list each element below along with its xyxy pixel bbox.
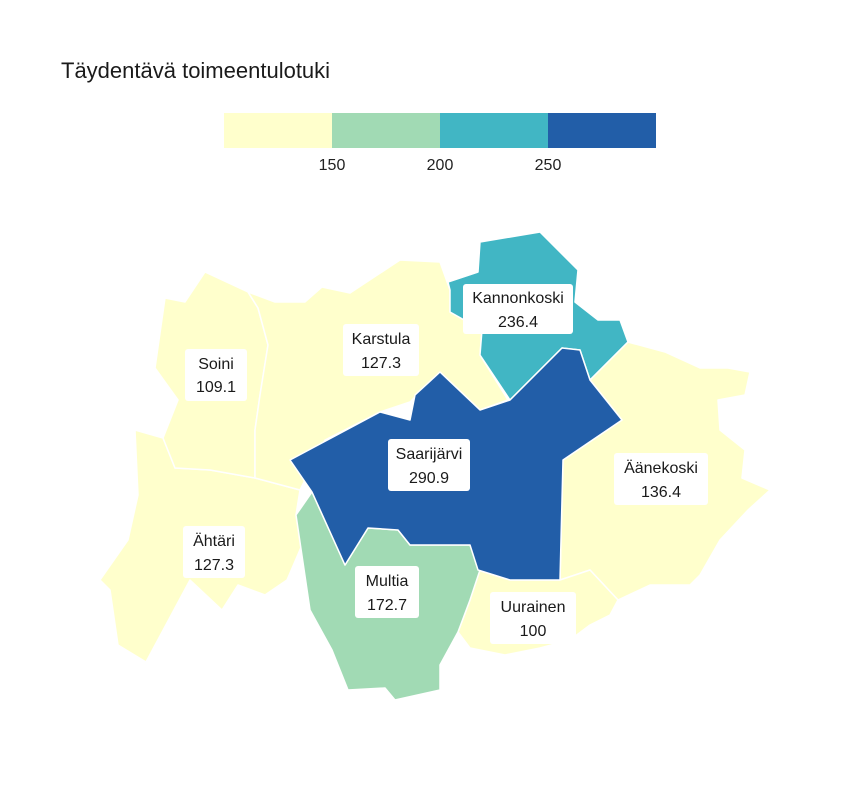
label-kannonkoski-value: 236.4 — [498, 314, 538, 331]
label-karstula: Karstula 127.3 — [343, 324, 419, 376]
label-kannonkoski: Kannonkoski 236.4 — [463, 284, 573, 334]
label-aanekoski-value: 136.4 — [641, 484, 681, 501]
label-karstula-value: 127.3 — [361, 355, 401, 372]
legend-bin-3 — [440, 113, 548, 148]
color-legend: 150 200 250 — [224, 113, 656, 174]
label-multia-value: 172.7 — [367, 597, 407, 614]
label-saarijarvi: Saarijärvi 290.9 — [388, 439, 470, 491]
label-uurainen-name: Uurainen — [501, 599, 566, 616]
legend-tick-150: 150 — [318, 157, 346, 174]
label-multia-name: Multia — [366, 573, 409, 590]
label-soini: Soini 109.1 — [185, 349, 247, 401]
label-soini-name: Soini — [198, 356, 234, 373]
legend-bin-2 — [332, 113, 440, 148]
label-karstula-name: Karstula — [352, 331, 411, 348]
legend-tick-200: 200 — [426, 157, 454, 174]
label-saarijarvi-value: 290.9 — [409, 470, 449, 487]
label-uurainen: Uurainen 100 — [490, 592, 576, 644]
label-saarijarvi-name: Saarijärvi — [396, 446, 463, 463]
label-multia: Multia 172.7 — [355, 566, 419, 618]
label-aanekoski: Äänekoski 136.4 — [614, 453, 708, 505]
label-ahtari: Ähtäri 127.3 — [183, 526, 245, 578]
label-aanekoski-name: Äänekoski — [624, 459, 698, 477]
map-title: Täydentävä toimeentulotuki — [61, 58, 331, 83]
label-ahtari-name: Ähtäri — [193, 532, 235, 550]
label-kannonkoski-name: Kannonkoski — [472, 290, 564, 307]
label-ahtari-value: 127.3 — [194, 557, 234, 574]
legend-bin-4 — [548, 113, 656, 148]
label-soini-value: 109.1 — [196, 379, 236, 396]
legend-tick-250: 250 — [534, 157, 562, 174]
label-uurainen-value: 100 — [520, 623, 547, 640]
legend-bin-1 — [224, 113, 332, 148]
